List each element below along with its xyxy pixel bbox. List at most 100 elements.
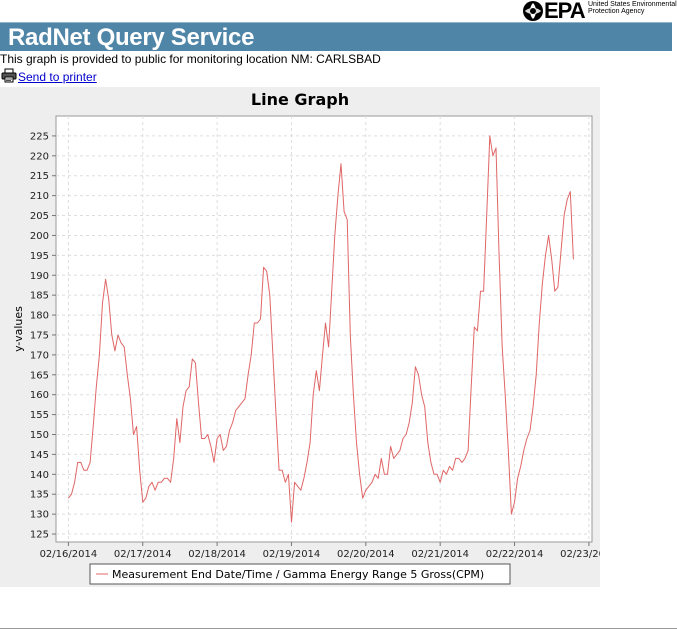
data-point [405, 434, 407, 436]
data-point [542, 282, 544, 284]
data-point [529, 430, 531, 432]
data-point [535, 374, 537, 376]
data-point [331, 290, 333, 292]
data-point [402, 438, 404, 440]
data-point [501, 346, 503, 348]
data-point [74, 481, 76, 483]
data-point [241, 402, 243, 404]
printer-icon[interactable] [1, 68, 17, 83]
data-point [117, 334, 119, 336]
data-point [303, 477, 305, 479]
data-point [247, 374, 249, 376]
y-tick-label: 190 [30, 271, 49, 282]
data-point [548, 235, 550, 237]
y-tick-label: 125 [30, 530, 49, 541]
data-point [353, 394, 355, 396]
data-point [421, 394, 423, 396]
data-point [511, 513, 513, 515]
epa-logo: EPA United States Environmental Protecti… [522, 0, 677, 23]
series-line-0 [68, 135, 574, 523]
y-tick-label: 140 [30, 470, 49, 481]
data-point [260, 318, 262, 320]
data-point [238, 406, 240, 408]
data-point [337, 195, 339, 197]
series-layer [68, 135, 575, 523]
data-point [226, 446, 228, 448]
data-point [381, 458, 383, 460]
data-point [387, 474, 389, 476]
footer-divider [0, 628, 677, 629]
x-tick-label: 02/20/2014 [337, 549, 395, 560]
data-point [306, 462, 308, 464]
data-point [176, 418, 178, 420]
data-point [427, 442, 429, 444]
x-tick-label: 02/22/2014 [486, 549, 544, 560]
data-point [514, 501, 516, 503]
y-axis-label: y-values [12, 306, 25, 352]
y-tick-label: 150 [30, 430, 49, 441]
data-point [554, 290, 556, 292]
data-point [557, 286, 559, 288]
data-point [449, 466, 451, 468]
data-point [250, 354, 252, 356]
y-tick-label: 145 [30, 450, 49, 461]
epa-agency-name: United States Environmental Protection A… [588, 1, 677, 15]
data-point [452, 470, 454, 472]
data-point [517, 477, 519, 479]
page-title: RadNet Query Service [8, 24, 255, 51]
data-point [133, 434, 135, 436]
data-point [83, 470, 85, 472]
data-point [328, 346, 330, 348]
data-point [167, 477, 169, 479]
data-point [399, 450, 401, 452]
data-point [216, 438, 218, 440]
data-point [77, 462, 79, 464]
legend: Measurement End Date/Time / Gamma Energy… [89, 563, 511, 585]
data-point [458, 458, 460, 460]
data-point [359, 474, 361, 476]
data-point [102, 302, 104, 304]
y-tick-label: 220 [30, 151, 49, 162]
y-tick-label: 200 [30, 231, 49, 242]
data-point [520, 466, 522, 468]
data-point [455, 458, 457, 460]
x-axis-ticks: 02/16/2014 02/17/2014 02/18/2014 02/19/2014… [40, 542, 600, 560]
chart-title: Line Graph [251, 90, 349, 109]
data-point [95, 386, 97, 388]
data-point [244, 398, 246, 400]
data-point [312, 394, 314, 396]
data-point [573, 259, 575, 261]
data-point [319, 390, 321, 392]
data-point [473, 326, 475, 328]
data-point [185, 390, 187, 392]
data-point [198, 402, 200, 404]
y-tick-label: 185 [30, 291, 49, 302]
data-point [464, 458, 466, 460]
data-point [545, 255, 547, 257]
y-tick-label: 160 [30, 390, 49, 401]
data-point [551, 259, 553, 261]
x-tick-label: 02/18/2014 [188, 549, 246, 560]
data-point [151, 481, 153, 483]
data-point [415, 366, 417, 368]
y-tick-label: 180 [30, 311, 49, 322]
data-point [126, 374, 128, 376]
send-to-printer-link[interactable]: Send to printer [18, 70, 97, 84]
data-point [294, 481, 296, 483]
data-point [408, 422, 410, 424]
data-point [232, 422, 234, 424]
y-tick-label: 135 [30, 490, 49, 501]
data-point [136, 426, 138, 428]
data-point [192, 358, 194, 360]
data-point [532, 406, 534, 408]
data-point [229, 430, 231, 432]
monitoring-notice: This graph is provided to public for mon… [0, 52, 381, 66]
data-point [130, 398, 132, 400]
data-point [201, 438, 203, 440]
data-point [173, 458, 175, 460]
data-point [297, 485, 299, 487]
legend-entry: Measurement End Date/Time / Gamma Energy… [112, 568, 484, 581]
data-point [436, 474, 438, 476]
data-point [142, 501, 144, 503]
y-tick-label: 210 [30, 191, 49, 202]
